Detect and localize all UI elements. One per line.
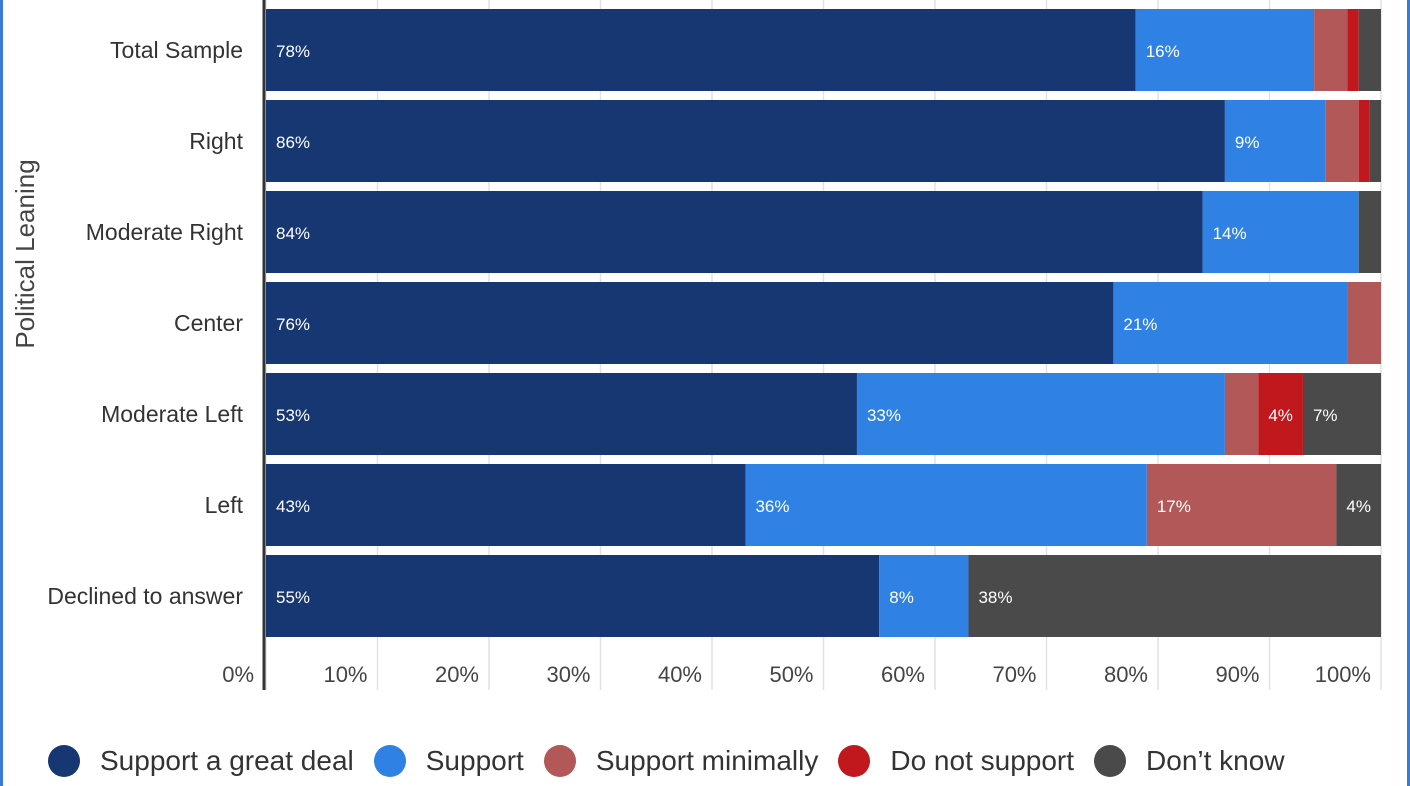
data-label: 55%: [276, 588, 310, 607]
legend-swatch: [1094, 745, 1127, 777]
legend-label: Don’t know: [1146, 745, 1285, 776]
data-label: 53%: [276, 406, 310, 425]
data-label: 33%: [867, 406, 901, 425]
legend-swatch: [543, 745, 576, 777]
category-label: Declined to answer: [47, 583, 243, 609]
data-label: 76%: [276, 315, 310, 334]
legend-item: Support a great deal: [48, 745, 354, 777]
bar-segment: [1358, 100, 1370, 182]
x-tick-label: 30%: [546, 662, 590, 687]
data-label: 8%: [889, 588, 914, 607]
category-label: Center: [174, 310, 243, 336]
x-tick-label: 60%: [881, 662, 925, 687]
bar-segment: [1336, 464, 1381, 546]
data-label: 4%: [1268, 406, 1293, 425]
x-tick-label: 90%: [1215, 662, 1259, 687]
category-label: Right: [189, 128, 243, 154]
data-label: 38%: [978, 588, 1012, 607]
data-label: 7%: [1313, 406, 1338, 425]
legend-item: Support minimally: [543, 745, 819, 777]
chart-legend: Support a great deal Support Support minim…: [48, 738, 1305, 784]
x-tick-label: 10%: [323, 662, 367, 687]
category-label: Total Sample: [110, 37, 243, 63]
x-tick-label: 70%: [992, 662, 1036, 687]
bar-segment: [879, 555, 969, 637]
bar-segment: [968, 555, 1381, 637]
frame-border-right: [1407, 0, 1410, 786]
bar-segment: [1113, 282, 1348, 364]
legend-swatch: [48, 745, 80, 777]
category-label: Moderate Left: [101, 401, 244, 427]
legend-label: Support minimally: [595, 745, 819, 776]
bar-segment: [1325, 100, 1359, 182]
bar-segment: [1314, 9, 1348, 91]
data-label: 14%: [1213, 224, 1247, 243]
bar-segment: [1347, 282, 1381, 364]
x-tick-label: 100%: [1315, 662, 1371, 687]
bar-segment: [1224, 100, 1326, 182]
data-label: 21%: [1123, 315, 1157, 334]
bar-segment: [266, 373, 857, 455]
bar-segment: [266, 9, 1136, 91]
data-label: 36%: [755, 497, 789, 516]
bar-segment: [1347, 9, 1359, 91]
bar-segment: [266, 191, 1203, 273]
bar-segment: [1302, 373, 1381, 455]
data-label: 43%: [276, 497, 310, 516]
data-label: 4%: [1346, 497, 1371, 516]
data-label: 9%: [1235, 133, 1260, 152]
legend-item: Don’t know: [1094, 745, 1285, 777]
bar-segment: [1258, 373, 1303, 455]
x-tick-label: 0%: [222, 662, 254, 687]
bar-segment: [1369, 100, 1381, 182]
x-tick-label: 20%: [435, 662, 479, 687]
stacked-bar-chart: 78% 16% 86% 9% 84% 14% 76% 21% 53% 33% 4% 7% 43% 36% 1…: [10, 0, 1382, 690]
bars: 78% 16% 86% 9% 84% 14% 76% 21% 53% 33% 4% 7% 43% 36% 1…: [266, 9, 1381, 637]
x-tick-labels: 0% 10% 20% 30% 40% 50% 60% 70% 80% 90% 100%: [222, 662, 1371, 687]
legend-swatch: [838, 745, 871, 777]
category-label: Moderate Right: [86, 219, 244, 245]
bar-segment: [1202, 191, 1359, 273]
bar-segment: [1146, 464, 1337, 546]
bar-segment: [266, 100, 1225, 182]
legend-label: Support: [425, 745, 524, 776]
y-axis-title: Political Leaning: [10, 159, 40, 348]
legend-item: Do not support: [838, 745, 1074, 777]
bar-segment: [1135, 9, 1315, 91]
data-label: 16%: [1146, 42, 1180, 61]
bar-segment: [266, 282, 1114, 364]
data-label: 86%: [276, 133, 310, 152]
bar-segment: [856, 373, 1225, 455]
legend-swatch: [373, 745, 406, 777]
x-tick-label: 50%: [769, 662, 813, 687]
x-tick-label: 80%: [1104, 662, 1148, 687]
bar-segment: [745, 464, 1147, 546]
data-label: 17%: [1157, 497, 1191, 516]
frame-border-left: [0, 0, 3, 786]
bar-segment: [1224, 373, 1259, 455]
category-labels: Total Sample Right Moderate Right Center Mod…: [47, 37, 243, 609]
category-label: Left: [205, 492, 244, 518]
x-tick-label: 40%: [658, 662, 702, 687]
bar-segment: [266, 555, 880, 637]
legend-item: Support: [373, 745, 524, 777]
legend-label: Support a great deal: [100, 745, 354, 776]
bar-segment: [1358, 191, 1381, 273]
bar-segment: [266, 464, 746, 546]
bar-segment: [1358, 9, 1381, 91]
legend-label: Do not support: [890, 745, 1075, 776]
data-label: 84%: [276, 224, 310, 243]
data-label: 78%: [276, 42, 310, 61]
